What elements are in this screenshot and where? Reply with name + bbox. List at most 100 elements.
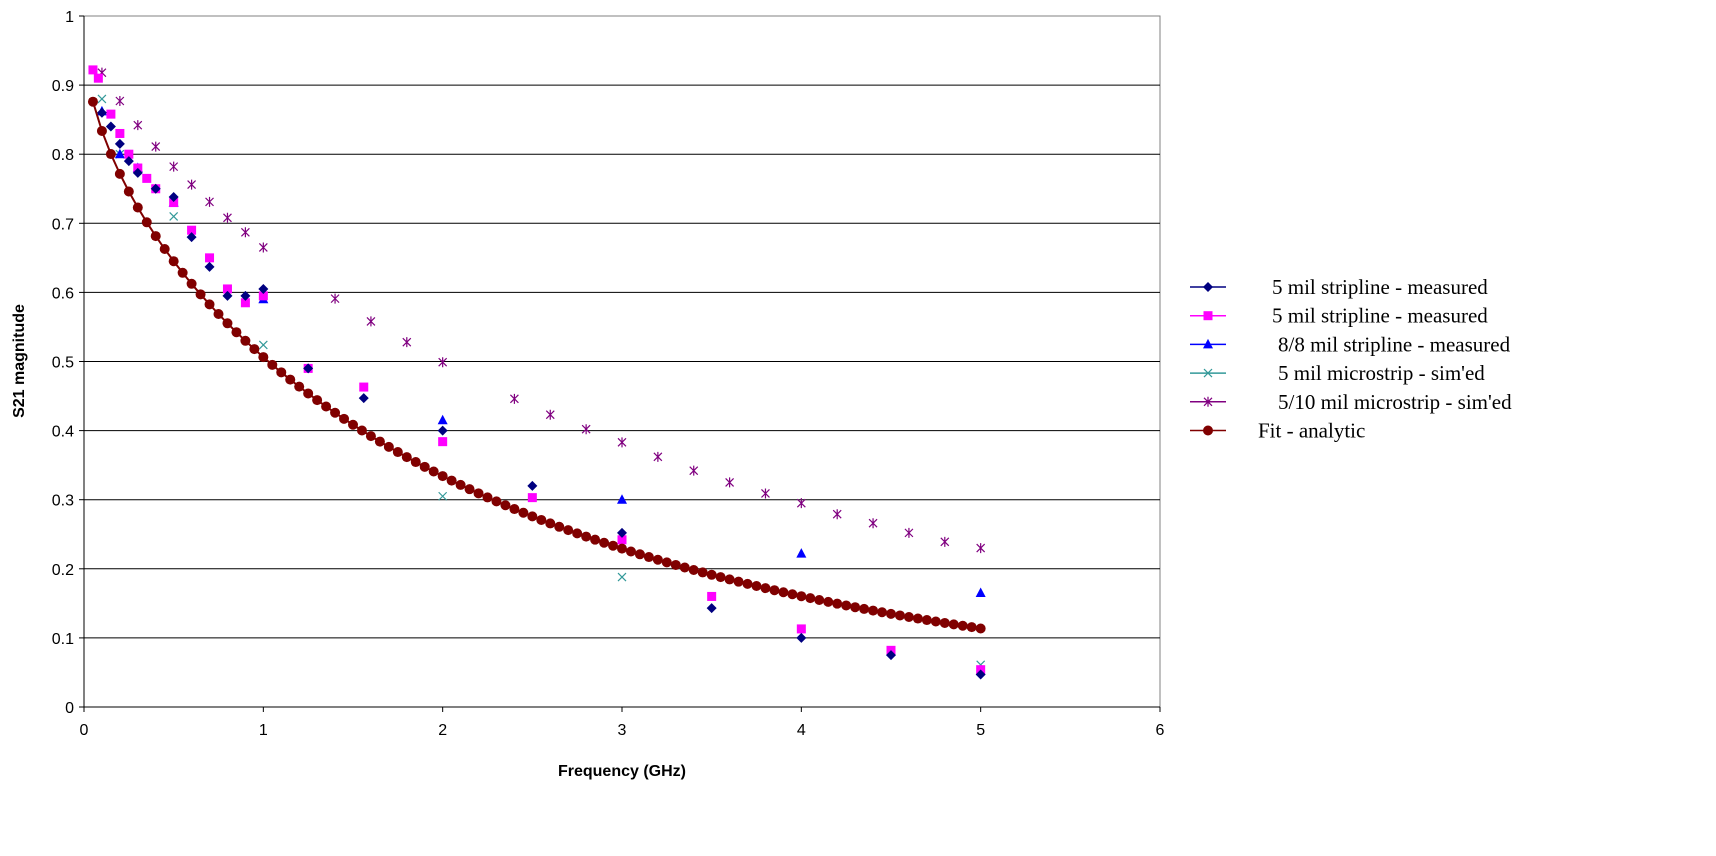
data-point [912, 613, 923, 624]
data-point [222, 290, 233, 301]
data-point [303, 388, 314, 399]
data-point [688, 564, 699, 575]
data-point [114, 138, 125, 149]
data-point [258, 242, 268, 253]
data-point [205, 253, 215, 263]
x-tick-label: 1 [259, 722, 268, 739]
data-point [294, 381, 305, 392]
data-point [356, 425, 367, 436]
data-point [886, 650, 896, 661]
data-point [491, 496, 502, 507]
data-point [787, 589, 798, 600]
y-axis-title: S21 magnitude [11, 304, 28, 418]
y-tick-label: 0.6 [52, 285, 74, 302]
data-point [590, 534, 601, 545]
legend-label: 5 mil microstrip - sim'ed [1278, 361, 1485, 385]
data-point [222, 318, 233, 329]
x-tick-label: 2 [438, 722, 447, 739]
legend-item: 5 mil microstrip - sim'ed [1190, 361, 1485, 385]
series-0 [96, 107, 986, 680]
data-point [123, 186, 134, 197]
data-point [168, 192, 179, 203]
data-point [725, 477, 735, 488]
y-tick-label: 1 [65, 9, 74, 26]
data-point [482, 492, 493, 503]
data-point [366, 316, 376, 327]
data-point [634, 549, 645, 560]
data-point [114, 148, 125, 159]
legend-item: 5 mil stripline - measured [1190, 275, 1488, 299]
y-tick-label: 0.7 [52, 216, 74, 233]
legend-marker [1203, 282, 1213, 292]
data-point [581, 424, 591, 435]
data-point [240, 298, 250, 308]
data-point [679, 562, 690, 573]
data-point [93, 73, 103, 83]
data-point [330, 293, 340, 304]
y-tick-label: 0.2 [52, 562, 74, 579]
data-point [850, 602, 861, 613]
data-point [401, 452, 412, 463]
data-point [258, 352, 269, 363]
data-point [374, 436, 385, 447]
data-point [231, 327, 242, 338]
data-point [437, 414, 448, 425]
data-point [106, 109, 116, 119]
data-point [105, 149, 116, 160]
legend-label: 5 mil stripline - measured [1272, 275, 1488, 299]
data-point [661, 557, 672, 568]
data-point [966, 622, 977, 633]
series-3 [97, 94, 986, 670]
legend-item: 5 mil stripline - measured [1190, 304, 1488, 328]
data-point [87, 96, 98, 107]
data-point [132, 167, 143, 178]
data-point [689, 465, 699, 476]
data-point [303, 363, 314, 374]
data-point [267, 359, 278, 370]
data-point [438, 437, 448, 447]
data-point [455, 479, 466, 490]
data-point [975, 623, 986, 634]
data-point [186, 278, 197, 289]
data-point [796, 624, 806, 634]
data-point [796, 632, 807, 643]
x-axis-title: Frequency (GHz) [558, 763, 686, 780]
y-tick-label: 0 [65, 700, 74, 717]
data-point [976, 543, 986, 554]
data-point [796, 498, 806, 509]
data-point [339, 413, 350, 424]
data-point [868, 605, 879, 616]
data-point [957, 620, 968, 631]
data-point [581, 531, 592, 542]
data-point [223, 212, 232, 223]
y-tick-label: 0.1 [52, 631, 74, 648]
data-point [608, 540, 619, 551]
data-point [761, 488, 770, 499]
data-point [652, 554, 663, 565]
data-point [617, 494, 627, 504]
data-point [921, 615, 932, 626]
gridlines [84, 84, 1160, 639]
data-point [330, 407, 341, 418]
data-point [312, 395, 323, 406]
data-point [563, 525, 574, 536]
data-point [258, 340, 268, 350]
data-point [159, 244, 170, 255]
data-point [536, 514, 547, 525]
data-point [123, 156, 134, 167]
y-tick-label: 0.9 [52, 78, 74, 95]
y-tick-label: 0.5 [52, 355, 74, 372]
data-point [204, 261, 215, 272]
data-point [392, 447, 403, 458]
data-point [814, 595, 825, 606]
data-point [97, 94, 107, 104]
data-point [527, 493, 537, 503]
data-point [617, 535, 627, 545]
series-layer [87, 65, 986, 680]
data-point [359, 382, 369, 392]
data-point [778, 587, 789, 598]
data-point [599, 537, 610, 548]
y-tick-labels: 0 0.1 0.2 0.3 0.4 0.5 0.6 0.7 0.8 0.9 1 [52, 9, 84, 717]
data-point [213, 309, 224, 320]
